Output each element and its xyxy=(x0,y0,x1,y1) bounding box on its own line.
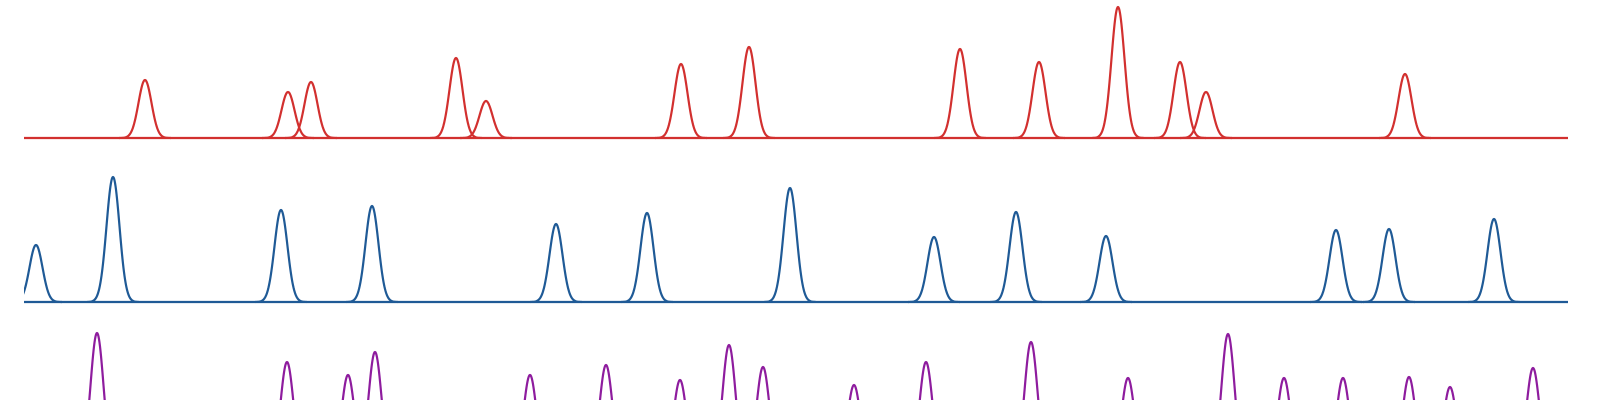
peak xyxy=(933,47,987,140)
peak xyxy=(254,208,308,304)
peak xyxy=(1022,340,1040,400)
peak xyxy=(1526,366,1540,400)
peak xyxy=(284,80,338,140)
peak xyxy=(261,90,315,140)
peak xyxy=(279,360,295,400)
peak xyxy=(367,350,383,400)
peak xyxy=(918,360,934,400)
peak xyxy=(345,204,399,304)
peak xyxy=(1309,228,1363,304)
peak xyxy=(1336,376,1350,400)
peak xyxy=(848,383,860,400)
peak xyxy=(756,365,770,400)
peak xyxy=(620,211,674,304)
peak xyxy=(118,78,172,140)
peak xyxy=(1219,332,1237,400)
peak xyxy=(1091,5,1145,140)
peak xyxy=(763,186,817,304)
peak xyxy=(1402,375,1416,400)
peak xyxy=(1121,376,1135,400)
peak xyxy=(1012,60,1066,140)
peak xyxy=(989,210,1043,304)
plot-area xyxy=(24,5,1568,400)
peak xyxy=(529,222,583,304)
peak xyxy=(674,378,686,400)
peak xyxy=(654,62,708,140)
peak xyxy=(88,331,106,400)
peak xyxy=(1444,385,1456,400)
peak xyxy=(429,56,483,140)
peak xyxy=(86,175,140,304)
peak xyxy=(722,45,776,140)
peak xyxy=(523,373,537,400)
peak xyxy=(1378,72,1432,140)
peak xyxy=(459,99,513,140)
peak xyxy=(341,373,355,400)
peak xyxy=(907,235,961,304)
peak xyxy=(1079,234,1133,304)
peak xyxy=(1362,227,1416,304)
peak xyxy=(1277,376,1291,400)
peak xyxy=(1179,90,1233,140)
peak xyxy=(1467,217,1521,304)
peak xyxy=(1153,60,1207,140)
peak xyxy=(24,243,63,304)
peak xyxy=(720,343,738,400)
peak xyxy=(598,363,614,400)
